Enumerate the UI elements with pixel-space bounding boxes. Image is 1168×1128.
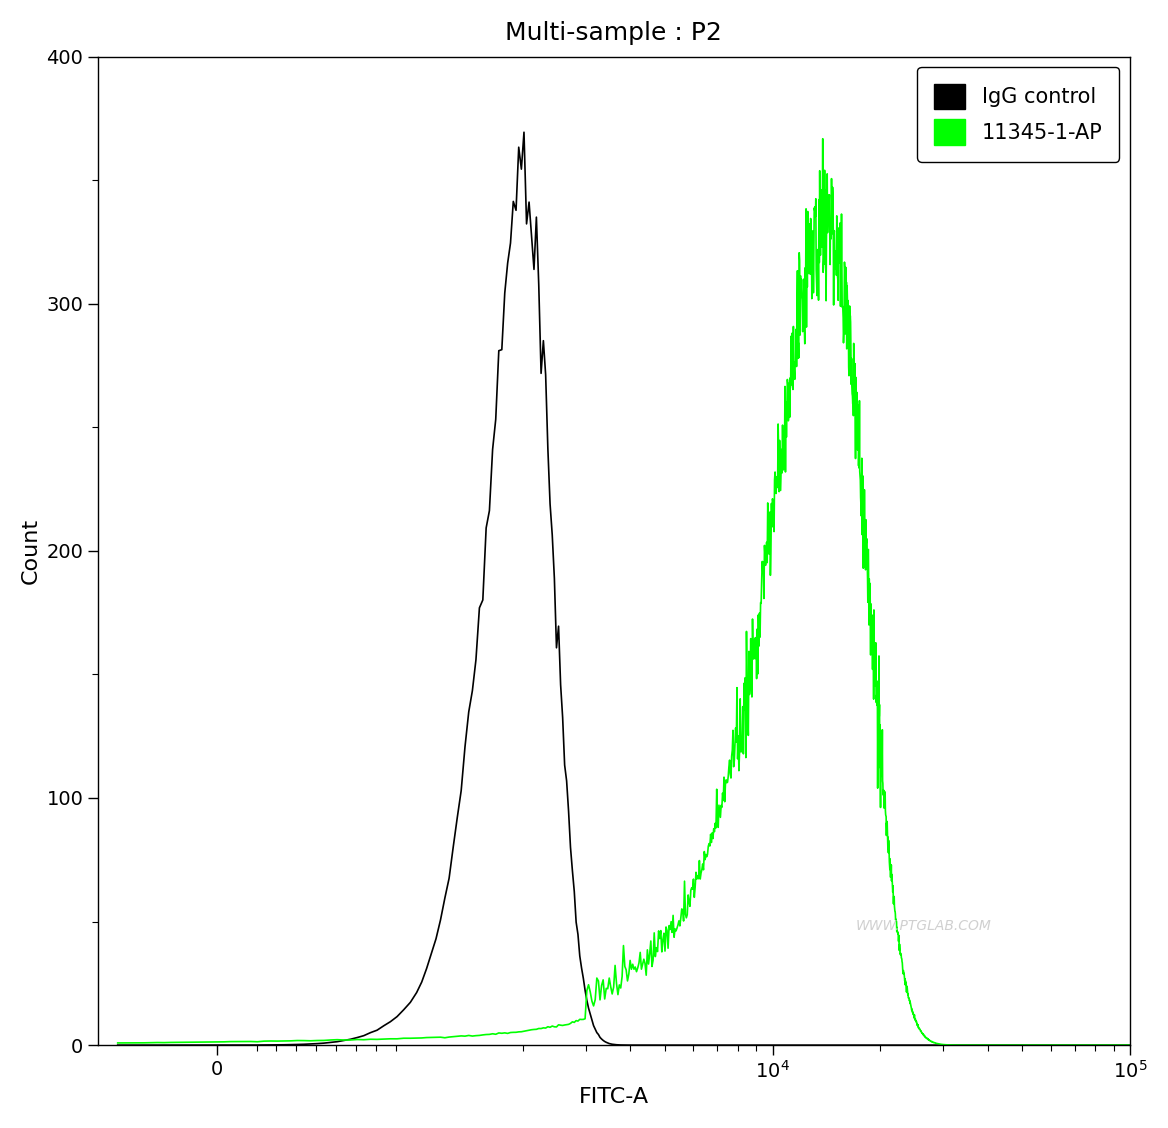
Y-axis label: Count: Count	[21, 518, 41, 584]
Legend: IgG control, 11345-1-AP: IgG control, 11345-1-AP	[918, 67, 1119, 161]
Title: Multi-sample : P2: Multi-sample : P2	[506, 20, 722, 45]
X-axis label: FITC-A: FITC-A	[579, 1087, 649, 1108]
Text: WWW.PTGLAB.COM: WWW.PTGLAB.COM	[856, 919, 992, 934]
